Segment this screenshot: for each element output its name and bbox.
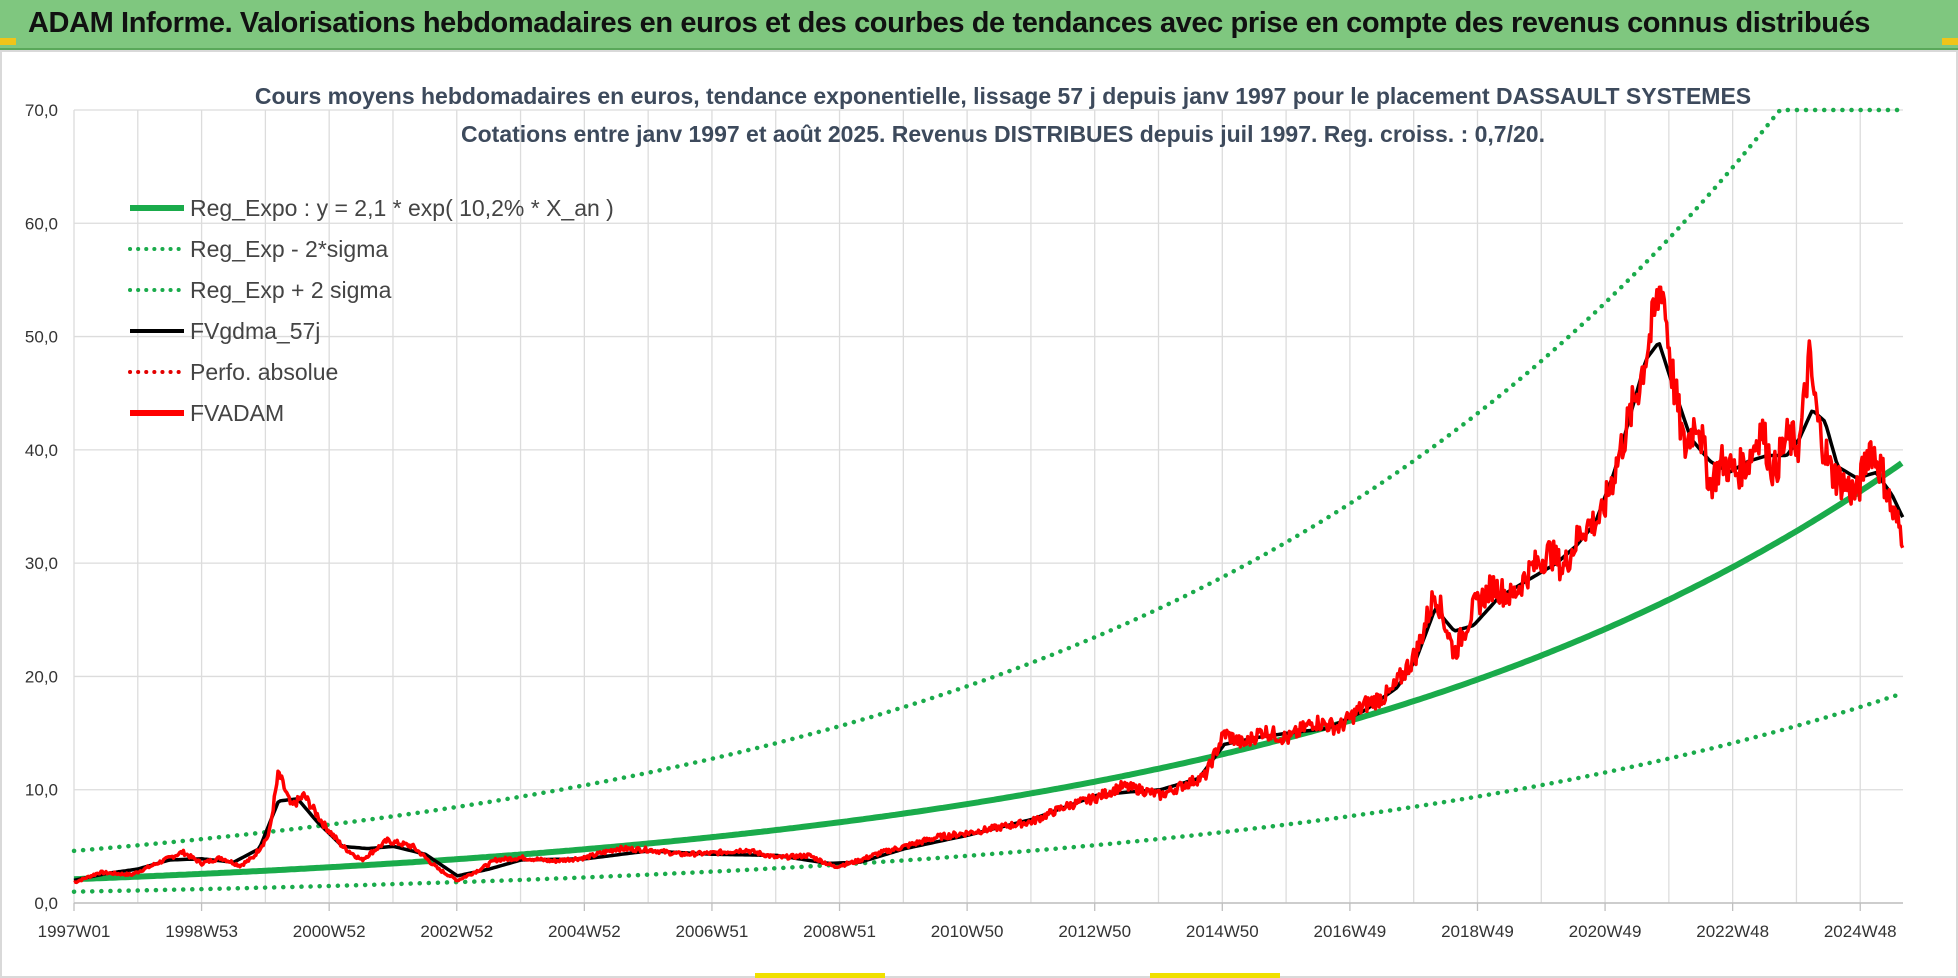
y-tick-label: 20,0	[25, 667, 58, 686]
x-tick-label: 1998W53	[165, 922, 238, 941]
x-tick-label: 2010W50	[931, 922, 1004, 941]
chart-subtitle: Cotations entre janv 1997 et août 2025. …	[461, 121, 1545, 147]
legend-label: Reg_Expo : y = 2,1 * exp( 10,2% * X_an )	[190, 195, 614, 221]
chart-frame	[0, 50, 1958, 978]
x-tick-label: 2004W52	[548, 922, 621, 941]
bottom-marker-2	[1150, 973, 1280, 978]
legend: Reg_Expo : y = 2,1 * exp( 10,2% * X_an )…	[128, 195, 614, 426]
legend-label: FVgdma_57j	[190, 318, 320, 344]
x-tick-label: 2008W51	[803, 922, 876, 941]
legend-label: Perfo. absolue	[190, 359, 338, 385]
y-tick-label: 10,0	[25, 781, 58, 800]
chart-title: Cours moyens hebdomadaires en euros, ten…	[255, 83, 1751, 109]
y-tick-label: 70,0	[25, 101, 58, 120]
x-tick-label: 2016W49	[1313, 922, 1386, 941]
legend-label: Reg_Exp - 2*sigma	[190, 236, 388, 262]
x-tick-label: 2014W50	[1186, 922, 1259, 941]
x-tick-label: 2002W52	[420, 922, 493, 941]
y-axis: 0,0 10,0 20,0 30,0 40,0 50,0 60,0 70,0	[25, 101, 58, 913]
banner-title: ADAM Informe. Valorisations hebdomadaire…	[28, 7, 1871, 39]
y-tick-label: 40,0	[25, 441, 58, 460]
series-lines	[71, 107, 1905, 894]
legend-label: Reg_Exp + 2 sigma	[190, 277, 392, 303]
y-tick-label: 30,0	[25, 554, 58, 573]
y-tick-label: 60,0	[25, 214, 58, 233]
x-tick-label: 2024W48	[1824, 922, 1897, 941]
title-banner: ADAM Informe. Valorisations hebdomadaire…	[0, 0, 1958, 50]
corner-marker-right	[1942, 38, 1958, 45]
legend-label: FVADAM	[190, 400, 284, 426]
y-tick-label: 50,0	[25, 328, 58, 347]
x-tick-label: 2012W50	[1058, 922, 1131, 941]
reg-exp-plus-2sigma-line	[71, 107, 1904, 854]
fvadam-line	[73, 285, 1905, 885]
x-tick-label: 1997W01	[38, 922, 111, 941]
bottom-marker-1	[755, 973, 885, 978]
x-axis: 1997W01 1998W53 2000W52 2002W52 2004W52 2006W…	[38, 903, 1897, 941]
grid-lines	[73, 109, 1903, 904]
x-tick-label: 2020W49	[1569, 922, 1642, 941]
x-tick-label: 2018W49	[1441, 922, 1514, 941]
y-tick-label: 0,0	[34, 894, 58, 913]
reg-exp-minus-2sigma-line	[71, 691, 1904, 894]
x-tick-label: 2022W48	[1696, 922, 1769, 941]
corner-marker-left	[0, 38, 16, 45]
x-tick-label: 2006W51	[676, 922, 749, 941]
x-tick-label: 2000W52	[293, 922, 366, 941]
reg-expo-line	[73, 460, 1904, 883]
